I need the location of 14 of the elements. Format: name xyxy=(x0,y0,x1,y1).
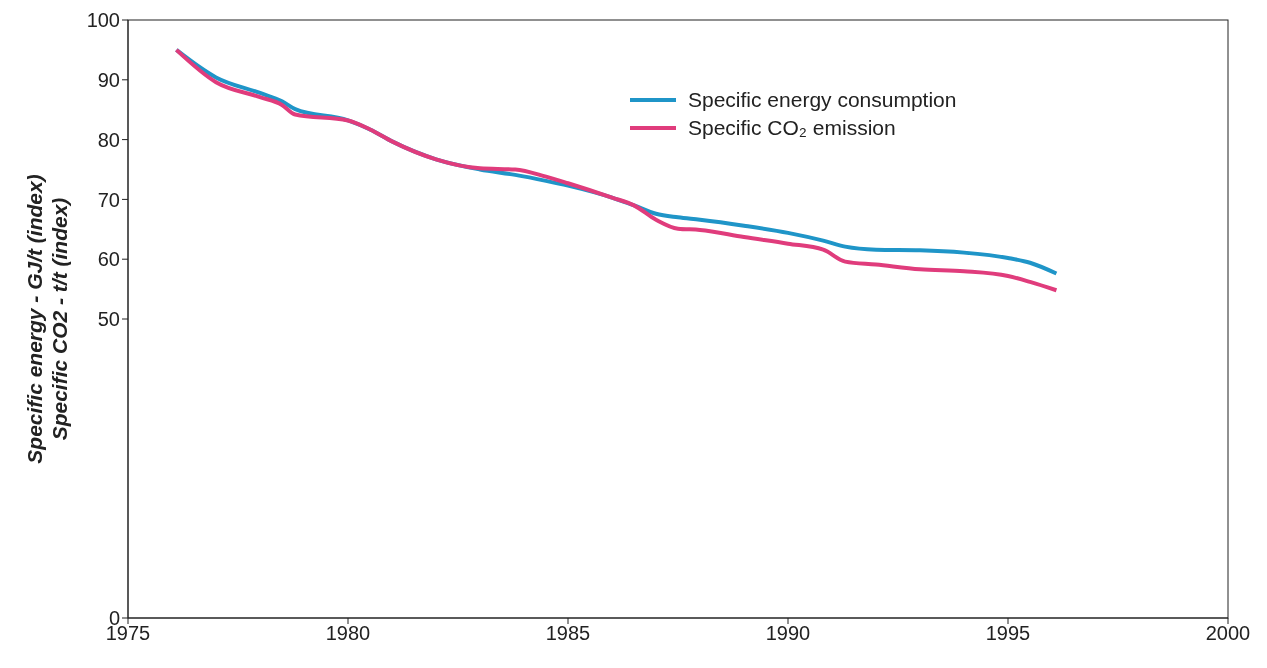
y-tick-label: 80 xyxy=(97,128,120,151)
y-tick-label: 100 xyxy=(86,9,120,32)
y-tick-label: 90 xyxy=(97,68,120,91)
legend-label: Specific energy consumption xyxy=(688,88,957,112)
x-tick-label: 1980 xyxy=(325,622,371,645)
y-tick-label: 60 xyxy=(97,248,120,271)
x-tick-label: 1995 xyxy=(985,622,1031,645)
y-tick-label: 70 xyxy=(97,188,120,211)
y-axis-title: Specific energy - GJ/t (index) Specific CO2 - t/t (index) xyxy=(23,174,71,464)
x-tick-label: 1990 xyxy=(765,622,811,645)
legend-label: Specific CO₂ emission xyxy=(688,116,896,140)
x-tick-label: 2000 xyxy=(1205,622,1251,645)
y-tick-label: 50 xyxy=(97,308,120,331)
x-tick-label: 1985 xyxy=(545,622,591,645)
